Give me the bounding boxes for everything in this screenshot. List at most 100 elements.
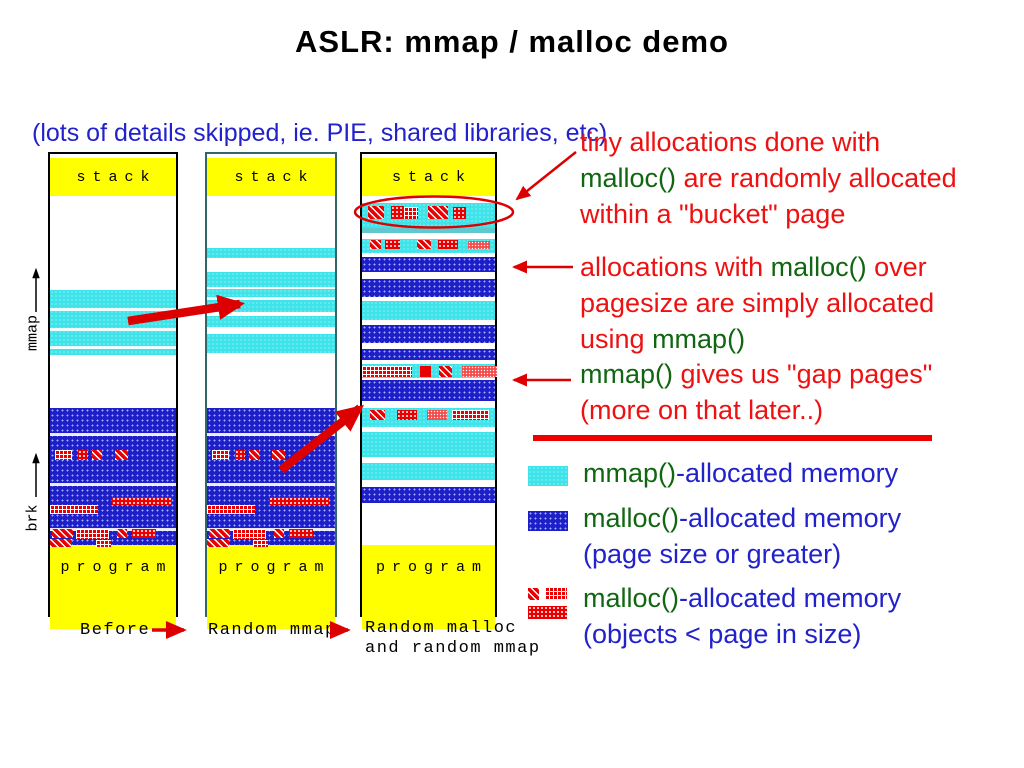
band-separator <box>50 308 176 311</box>
memory-band-yellow: program <box>362 545 495 629</box>
small-malloc-block <box>112 497 172 505</box>
memory-band-cyan <box>207 316 335 327</box>
small-malloc-block <box>115 450 128 460</box>
small-malloc-block <box>289 529 313 538</box>
memory-column-before: stack program <box>48 152 178 629</box>
memory-band-blue <box>362 279 495 297</box>
small-malloc-block <box>269 497 329 505</box>
small-malloc-block <box>370 410 385 420</box>
band-separator <box>50 433 176 436</box>
small-malloc-block <box>132 529 156 538</box>
band-separator <box>207 483 335 486</box>
text-segment: over <box>866 252 927 282</box>
text-segment: malloc() <box>583 583 680 613</box>
segment-label: program <box>375 559 488 576</box>
annotation-text: mmap() gives us "gap pages" (more on that… <box>580 356 932 428</box>
memory-band-cyan <box>207 289 335 312</box>
small-malloc-block <box>462 366 497 377</box>
small-malloc-block <box>438 240 458 249</box>
band-separator <box>50 328 176 331</box>
text-segment: malloc() <box>770 252 867 282</box>
small-malloc-block <box>404 207 418 219</box>
memory-band-yellow: stack <box>207 158 335 196</box>
memory-band-yellow: stack <box>362 158 495 196</box>
memory-band-cyan <box>362 301 495 320</box>
band-separator <box>50 483 176 486</box>
small-malloc-block <box>439 366 452 377</box>
text-segment: using <box>580 324 653 354</box>
text-segment: are randomly allocated <box>676 163 957 193</box>
legend-item: malloc()-allocated memory (page size or g… <box>583 500 901 572</box>
small-malloc-block <box>92 450 102 460</box>
small-malloc-block <box>420 366 431 377</box>
legend-item: mmap()-allocated memory <box>583 455 898 491</box>
text-segment: tiny allocations done with <box>580 127 881 157</box>
small-malloc-block <box>117 529 127 538</box>
memory-band-cyan <box>50 290 176 355</box>
mmap-axis-label: mmap <box>24 314 42 352</box>
memory-band-yellow: stack <box>50 158 176 196</box>
annotation-text: allocations with malloc() over pagesize a… <box>580 249 934 357</box>
small-malloc-block <box>212 450 229 460</box>
band-separator <box>50 346 176 349</box>
small-malloc-block <box>207 539 229 547</box>
memory-column-random-mmap: stack program <box>205 152 337 629</box>
small-malloc-block <box>468 241 490 249</box>
text-segment: (page size or greater) <box>583 539 842 569</box>
band-separator <box>207 297 335 300</box>
memory-band-cyan <box>207 248 335 258</box>
small-malloc-block <box>235 450 245 460</box>
small-malloc-block <box>452 410 489 420</box>
small-malloc-block <box>78 450 88 460</box>
small-malloc-block <box>50 505 98 514</box>
memory-band-cyan <box>207 334 335 353</box>
red-arrow-tiny-alloc-to-ellipse <box>515 151 577 201</box>
text-segment: within a "bucket" page <box>580 199 846 229</box>
small-malloc-block <box>96 540 111 547</box>
memory-band-teal <box>362 228 495 233</box>
legend-item: malloc()-allocated memory (objects < page… <box>583 580 901 652</box>
text-segment: -allocated memory <box>676 458 899 488</box>
small-malloc-block <box>370 240 381 249</box>
small-malloc-block <box>50 539 72 547</box>
text-segment: (more on that later..) <box>580 395 824 425</box>
small-malloc-block <box>207 505 255 514</box>
small-malloc-block <box>391 206 404 219</box>
memory-band-yellow: program <box>50 545 176 629</box>
legend-swatch-red <box>528 588 539 600</box>
legend-swatch-blue <box>528 511 568 531</box>
text-segment: mmap() <box>652 324 746 354</box>
memory-band-yellow: program <box>207 545 335 629</box>
page-title: ASLR: mmap / malloc demo <box>295 24 729 59</box>
small-malloc-block <box>397 410 417 420</box>
annotation-text: tiny allocations done with malloc() are r… <box>580 124 957 232</box>
text-segment: allocations with <box>580 252 771 282</box>
text-segment: -allocated memory <box>679 503 902 533</box>
memory-band-cyan <box>207 272 335 287</box>
segment-label: stack <box>234 168 315 186</box>
small-malloc-block <box>253 540 268 547</box>
memory-band-blue <box>362 349 495 360</box>
small-malloc-block <box>209 529 230 538</box>
column-caption: Random mmap <box>208 621 337 640</box>
text-segment: gives us "gap pages" <box>673 359 933 389</box>
small-malloc-block <box>55 450 72 460</box>
small-malloc-block <box>428 206 448 219</box>
band-separator <box>50 528 176 531</box>
brk-axis-label: brk <box>24 504 42 532</box>
segment-label: stack <box>391 168 472 186</box>
text-segment: (objects < page in size) <box>583 619 862 649</box>
segment-label: program <box>60 559 173 576</box>
text-segment: -allocated memory <box>679 583 902 613</box>
segment-label: stack <box>76 168 157 186</box>
small-malloc-block <box>362 366 412 377</box>
small-malloc-block <box>76 529 109 539</box>
memory-band-blue <box>362 380 495 401</box>
small-malloc-block <box>272 450 285 460</box>
small-malloc-block <box>233 529 266 539</box>
details-note: (lots of details skipped, ie. PIE, share… <box>32 119 608 147</box>
small-malloc-block <box>249 450 259 460</box>
small-malloc-block <box>417 240 431 249</box>
column-caption: Random malloc and random mmap <box>365 619 541 658</box>
